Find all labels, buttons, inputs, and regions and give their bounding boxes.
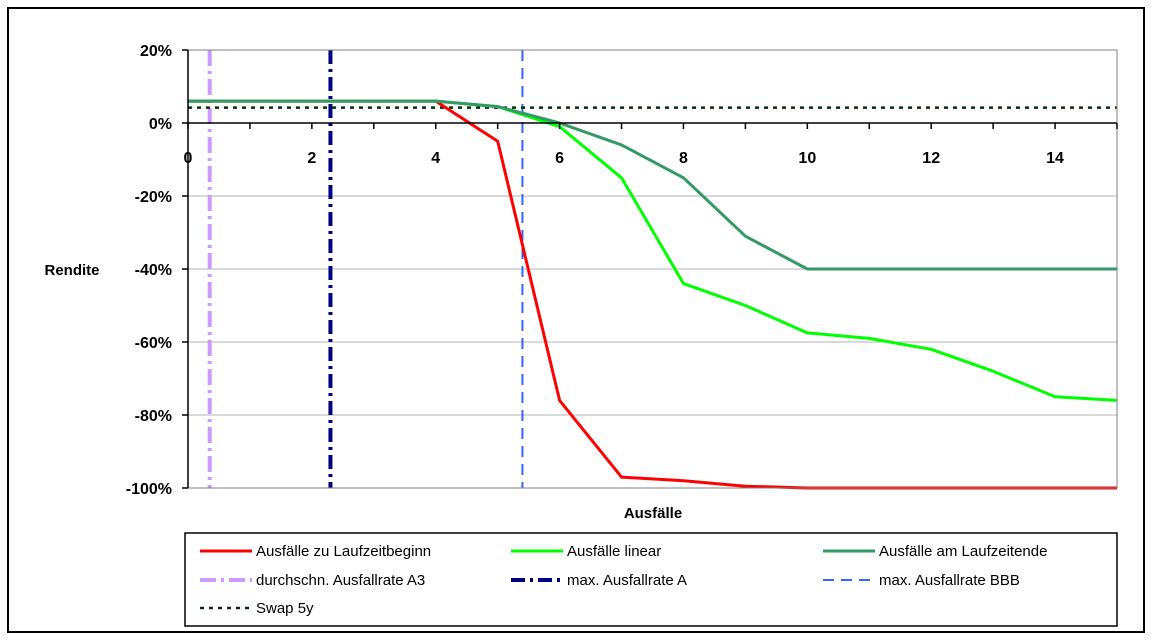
series-line <box>188 99 1118 402</box>
x-tick-label: 4 <box>431 150 440 167</box>
x-tick-label: 2 <box>307 150 316 167</box>
y-tick-label: -100% <box>126 481 172 498</box>
series-lines <box>188 99 1118 490</box>
tick-labels: 20% 0% -20% -40% -60% -80% -100% 0 2 4 6 8 10 12 14 <box>126 43 1064 498</box>
legend-label: Ausfälle am Laufzeitende <box>879 543 1047 560</box>
y-axis-title: Rendite <box>44 262 99 279</box>
x-tick-label: 8 <box>679 150 688 167</box>
y-tick-label: -60% <box>135 335 172 352</box>
legend: Ausfälle zu Laufzeitbeginn Ausfälle linea… <box>184 532 1118 627</box>
chart-frame <box>7 7 1145 633</box>
x-tick-label: 6 <box>555 150 564 167</box>
x-tick-label: 14 <box>1046 150 1064 167</box>
y-tick-label: -80% <box>135 408 172 425</box>
legend-label: Ausfälle linear <box>567 543 661 560</box>
legend-label: durchschn. Ausfallrate A3 <box>256 572 425 589</box>
legend-label: Ausfälle zu Laufzeitbeginn <box>256 543 431 560</box>
y-tick-label: -20% <box>135 189 172 206</box>
axes <box>182 49 1118 489</box>
x-tick-label: 0 <box>184 150 193 167</box>
x-tick-label: 10 <box>798 150 816 167</box>
series-line <box>188 99 1117 271</box>
legend-box <box>184 532 1118 627</box>
legend-label: Swap 5y <box>256 600 314 617</box>
x-tick-label: 12 <box>922 150 940 167</box>
y-tick-label: -40% <box>135 262 172 279</box>
y-tick-label: 0% <box>149 116 172 133</box>
x-axis-title: Ausfälle <box>624 505 682 522</box>
y-tick-label: 20% <box>140 43 172 60</box>
legend-label: max. Ausfallrate A <box>567 572 687 589</box>
legend-label: max. Ausfallrate BBB <box>879 572 1020 589</box>
series-line <box>188 99 1117 490</box>
